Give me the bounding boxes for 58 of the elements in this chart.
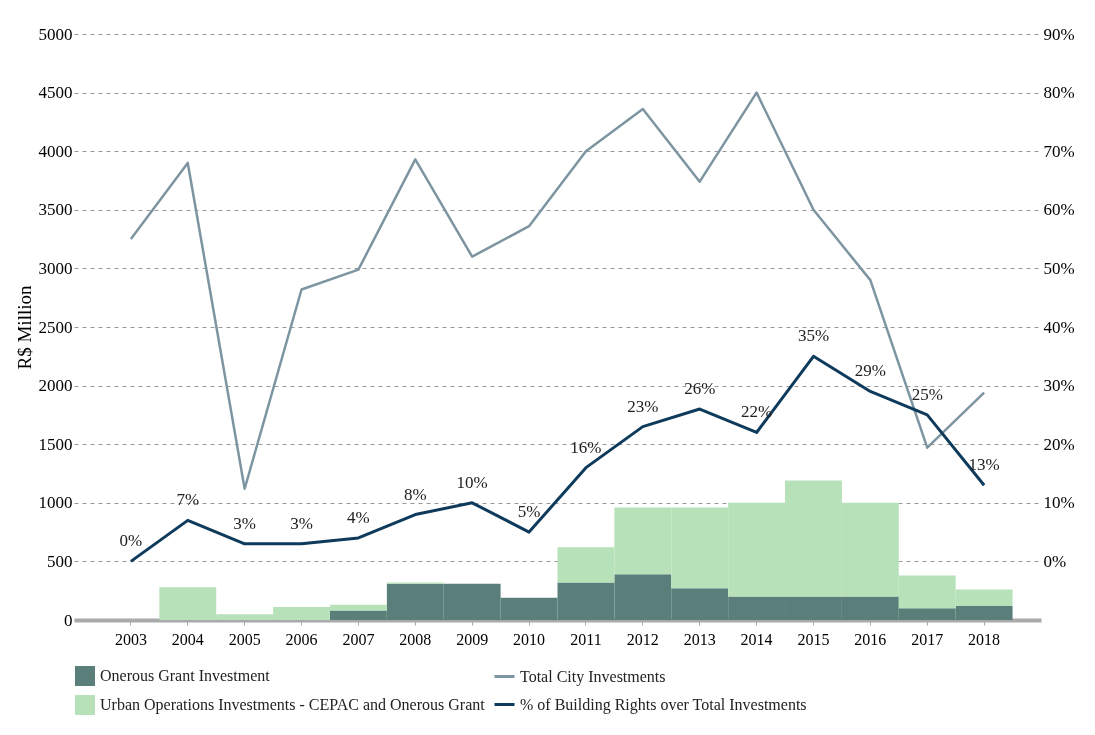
x-tick-label: 2009 [456,630,489,648]
data-label: 26% [684,379,716,399]
y2-tick-label: 50% [1043,258,1075,278]
x-tick-label: 2017 [911,630,944,648]
y-tick-label: 5000 [38,24,73,44]
y2-tick-label: 20% [1043,434,1075,454]
data-label: 4% [347,507,370,527]
x-tick-label: 2007 [342,630,375,648]
x-tick-label: 2003 [114,630,147,648]
y2-tick-label: 0% [1043,551,1067,571]
y-axis-title: R$ Million [13,285,35,370]
y-tick-label: 1500 [38,434,73,454]
legend-label: Urban Operations Investments - CEPAC and Onerous Grant [100,696,486,714]
data-label: 35% [797,326,830,346]
data-label: 29% [854,361,886,381]
data-label: 0% [119,531,143,551]
data-label: 3% [233,513,256,533]
y2-tick-label: 70% [1043,141,1075,161]
x-tick-label: 2014 [740,630,773,648]
x-tick-label: 2011 [570,630,602,648]
y2-tick-label: 90% [1043,24,1075,44]
y2-tick-label: 40% [1043,317,1075,337]
x-tick-label: 2015 [797,630,830,648]
y-tick-label: 3000 [38,258,73,278]
y-tick-label: 2500 [38,317,73,337]
x-tick-label: 2016 [854,630,887,648]
x-tick-label: 2018 [968,630,1001,648]
x-tick-label: 2008 [399,630,432,648]
x-tick-label: 2005 [228,630,261,648]
data-label: 25% [911,384,943,404]
y2-tick-label: 10% [1043,493,1075,513]
x-tick-label: 2010 [513,630,546,648]
legend-label: % of Building Rights over Total Investments [520,695,807,714]
legend-label: Onerous Grant Investment [100,667,271,684]
data-label: 13% [968,455,1000,475]
y-tick-label: 3500 [38,200,73,220]
legend-label: Total City Investments [520,667,666,686]
data-label: 5% [517,502,541,522]
y-tick-label: 2000 [38,376,73,396]
y-tick-label: 500 [47,551,73,571]
y2-tick-label: 30% [1043,376,1075,396]
y-tick-label: 0 [64,610,73,630]
y2-tick-label: 80% [1043,83,1075,103]
data-label: 7% [176,490,200,510]
y-tick-label: 4000 [38,141,73,161]
y-tick-label: 1000 [38,493,73,513]
y-tick-label: 4500 [38,83,73,103]
x-tick-label: 2006 [285,630,318,648]
data-label: 10% [456,472,488,492]
x-tick-label: 2012 [626,630,659,648]
data-label: 22% [741,402,773,422]
data-label: 8% [403,484,427,504]
x-tick-label: 2013 [683,630,716,648]
y2-tick-label: 60% [1043,200,1075,220]
data-label: 23% [627,396,659,416]
data-label: 16% [570,437,602,457]
x-tick-label: 2004 [171,630,204,648]
data-label: 3% [290,513,313,533]
